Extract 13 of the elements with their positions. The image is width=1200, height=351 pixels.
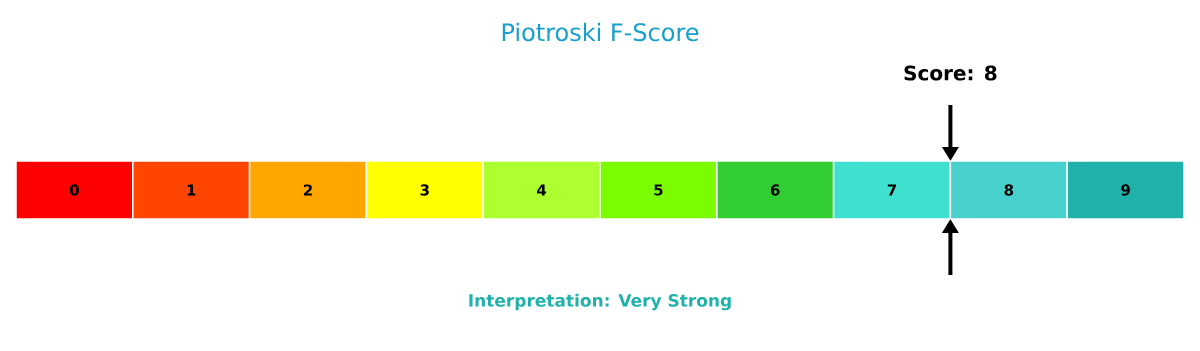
data-label: 2 [303, 184, 312, 196]
data-label: 0 [69, 184, 79, 196]
data-label: 7 [887, 184, 897, 196]
text: Interpretation: Very Strong [469, 293, 731, 311]
data-label: 6 [770, 184, 780, 196]
data-label: 8 [1004, 184, 1014, 196]
data-label: 4 [537, 184, 547, 196]
data-label: 5 [654, 184, 663, 196]
data-label: 1 [187, 184, 196, 196]
data-label: 3 [420, 184, 429, 196]
chart-title: Piotroski F-Score [502, 22, 699, 42]
text: Score: 8 [904, 65, 997, 81]
data-label: 9 [1121, 184, 1130, 196]
